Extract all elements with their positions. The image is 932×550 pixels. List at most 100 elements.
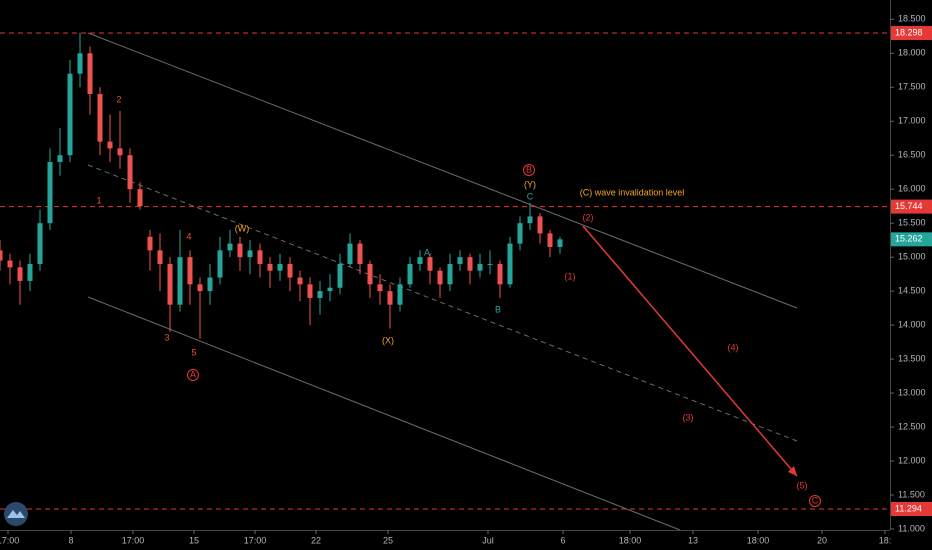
last-price-label: 15.262 [895, 234, 923, 244]
wave-label: 2 [116, 94, 121, 104]
candle-body [27, 263, 33, 281]
wave-label: 4 [186, 231, 191, 241]
y-tick-label: 17.500 [898, 82, 926, 92]
candle-body [197, 284, 203, 292]
wave-label: (C) wave invalidation level [580, 187, 685, 197]
y-tick-label: 15.500 [898, 218, 926, 228]
candle-body [417, 257, 423, 264]
wave-circle [187, 369, 199, 381]
axes: 11.000 11.500 12.000 12.500 13.000 13.500 14.0… [0, 14, 932, 545]
candle-body [517, 223, 523, 244]
x-tick-label: 6 [560, 535, 565, 545]
y-tick-label: 16.000 [898, 184, 926, 194]
candle-body [127, 155, 133, 190]
candle-body [277, 263, 283, 271]
candle-body [157, 250, 163, 264]
wave-circle [523, 164, 535, 176]
wave-label: (Y) [524, 179, 536, 189]
level-box [891, 502, 932, 517]
candle-body [77, 53, 83, 74]
candle-body [507, 243, 513, 285]
wave-label: A [424, 247, 430, 257]
y-tick-label: 12.000 [898, 455, 926, 465]
wave-label: (3) [683, 412, 694, 422]
wave-label: (X) [382, 335, 394, 345]
candle-body [0, 250, 3, 261]
candle-body [147, 236, 153, 251]
wave-label: (1) [565, 271, 576, 281]
level-box [891, 26, 932, 41]
wave-circle [809, 495, 821, 507]
candle-body [97, 94, 103, 142]
x-tick-label: 25 [383, 535, 393, 545]
x-tick-label: 22 [311, 535, 321, 545]
candle-body [287, 263, 293, 278]
wave-label: 5 [191, 347, 196, 357]
logo-icon [7, 510, 25, 518]
y-tick-label: 11.500 [898, 489, 925, 499]
candle-body [527, 216, 533, 224]
y-tick-label: 17.000 [898, 116, 926, 126]
candle-body [7, 260, 13, 268]
y-tick-label: 14.000 [898, 319, 926, 329]
candle-body [537, 216, 543, 234]
candle-body [427, 257, 433, 271]
y-tick-label: 13.500 [898, 353, 926, 363]
candle-body [227, 243, 233, 251]
wave-label: C [527, 191, 534, 201]
y-tick-label: 15.000 [898, 252, 926, 262]
candle-body [387, 291, 393, 305]
candle-body [17, 267, 23, 281]
candle-body [137, 189, 143, 207]
wave-label: A [190, 369, 196, 379]
candle-body [167, 263, 173, 305]
candle-body [497, 263, 503, 285]
y-tick-label: 14.500 [898, 286, 926, 296]
projection-arrow [582, 225, 798, 477]
wave-label: (5) [797, 480, 808, 490]
wave-label: B [495, 304, 501, 314]
wave-label: 3 [164, 332, 169, 342]
candle-body [347, 243, 353, 264]
candle-body [357, 243, 363, 264]
candle-body [177, 257, 183, 305]
candle-body [467, 257, 473, 271]
wave-label: (2) [583, 212, 594, 222]
wave-label: (W) [235, 223, 250, 233]
x-tick-label: 17:00 [0, 535, 19, 545]
candle-body [557, 239, 563, 247]
level-box [891, 199, 932, 214]
last-price-box [891, 232, 932, 247]
candle-body [317, 291, 323, 298]
candle-body [217, 250, 223, 278]
y-tick-label: 11.000 [898, 523, 925, 533]
x-tick-label: 18:00 [619, 535, 642, 545]
channel-top [87, 32, 798, 309]
candle-body [207, 277, 213, 292]
x-tick-label: 17:00 [244, 535, 267, 545]
candle-body [457, 257, 463, 264]
wave-label: (4) [728, 342, 739, 352]
candle-body [377, 284, 383, 292]
arrow-head [788, 466, 797, 476]
candle-body [187, 257, 193, 285]
level-label: 11.294 [895, 503, 922, 513]
candle-body [87, 53, 93, 95]
candle-body [367, 263, 373, 285]
x-tick-label: 17:00 [122, 535, 145, 545]
x-tick-label: 18:00 [747, 535, 770, 545]
candle-body [247, 250, 253, 258]
x-tick-label: 13 [688, 535, 698, 545]
candle-body [327, 287, 333, 292]
y-tick-label: 18.000 [898, 48, 926, 58]
candle-body [117, 148, 123, 156]
candle-body [407, 263, 413, 285]
x-tick-label: 15 [189, 535, 199, 545]
level-label: 18.298 [895, 27, 923, 37]
plot: 1 2 3 4 5 A (W) (X) A B C (Y) B (C) wave invalidation… [0, 32, 890, 510]
candle-body [337, 263, 343, 288]
channel-mid [87, 164, 798, 442]
candle-body [67, 73, 73, 156]
